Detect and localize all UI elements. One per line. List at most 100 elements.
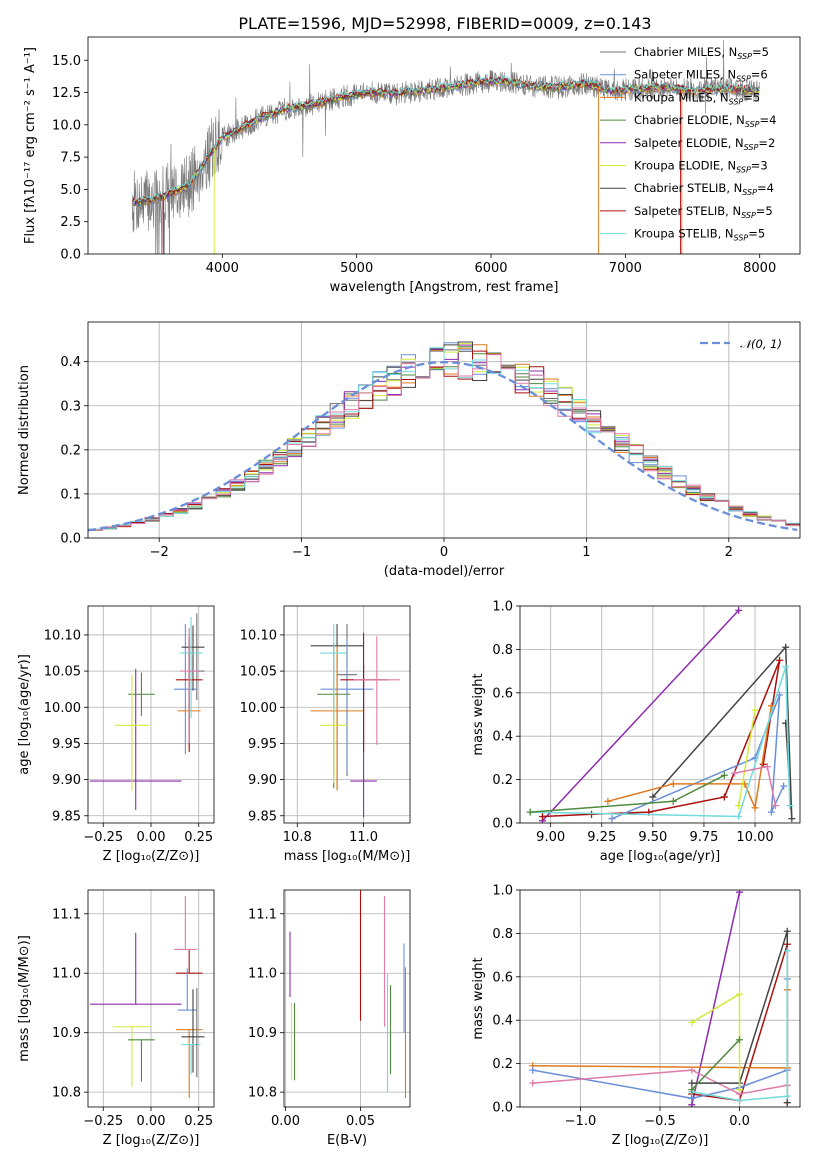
- legend-label: Salpeter MILES, NSSP=6: [634, 68, 768, 84]
- y-tick-label: 0.6: [492, 970, 513, 985]
- series-marker: [688, 1079, 696, 1087]
- series-marker: [604, 797, 612, 805]
- data-point: [89, 668, 182, 810]
- series-marker: [783, 927, 791, 935]
- x-tick-label: −0.25: [83, 830, 123, 845]
- data-point: [114, 674, 150, 791]
- axes-frame: [87, 321, 801, 539]
- series-path: [542, 660, 781, 818]
- series-marker: [526, 808, 534, 816]
- x-tick-label: 5000: [340, 261, 373, 276]
- y-tick-label: 0.0: [492, 817, 513, 832]
- y-axis-label: age [log₁₀(age/yr)]: [17, 654, 32, 775]
- y-tick-label: 10.00: [44, 701, 81, 716]
- y-tick-label: 0.4: [60, 355, 81, 370]
- series-path: [691, 1039, 741, 1091]
- series-line: [688, 990, 744, 1094]
- series-marker: [538, 812, 546, 820]
- y-tick-label: 0.8: [492, 643, 513, 658]
- model-spectrum-line: [132, 74, 760, 204]
- x-tick-label: 9.50: [638, 830, 667, 845]
- series-marker: [688, 1086, 696, 1094]
- series-marker: [735, 606, 743, 614]
- data-point: [181, 1044, 201, 1075]
- axes-frame: [283, 605, 411, 824]
- series-marker: [688, 1018, 696, 1026]
- x-tick-label: 8000: [743, 261, 776, 276]
- legend-label: Chabrier ELODIE, NSSP=4: [634, 113, 776, 129]
- y-tick-label: 0.1: [60, 487, 81, 502]
- y-tick-label: 0.8: [492, 927, 513, 942]
- legend-label: Chabrier STELIB, NSSP=4: [634, 181, 774, 197]
- x-tick-label: 9.25: [587, 830, 616, 845]
- residual-histogram: [88, 354, 800, 532]
- series-marker: [736, 890, 744, 896]
- series-marker: [669, 797, 677, 805]
- model-spectrum-line: [131, 76, 760, 206]
- y-axis-label: Normed distribution: [17, 365, 32, 495]
- y-tick-label: 10.9: [248, 1026, 277, 1041]
- axes-frame: [87, 605, 215, 824]
- y-tick-label: 10.8: [52, 1086, 81, 1101]
- legend-label: Kroupa ELODIE, NSSP=3: [634, 159, 768, 175]
- data-point: [128, 1039, 155, 1082]
- y-tick-label: 1.0: [492, 600, 513, 615]
- panel-spectrum: 4000 5000 6000 7000 8000 0.0 2.5 5.0 7.5 10.0 12.5…: [23, 36, 801, 295]
- data-point: [179, 616, 203, 719]
- series-marker: [782, 643, 790, 651]
- series-marker: [688, 1101, 696, 1107]
- figure-title: PLATE=1596, MJD=52998, FIBERID=0009, z=0…: [238, 14, 651, 33]
- data-point: [175, 949, 203, 974]
- x-axis-label: Z [log₁₀(Z/Z⊙)]: [103, 1133, 200, 1148]
- series-line: [688, 1036, 744, 1094]
- residual-histogram: [88, 347, 800, 532]
- y-tick-label: 2.5: [60, 215, 81, 230]
- y-tick-label: 10.8: [248, 1086, 277, 1101]
- x-tick-label: −0.5: [644, 1114, 676, 1129]
- series-marker: [608, 815, 616, 823]
- x-tick-label: −2: [150, 545, 169, 560]
- plot-area: [88, 322, 800, 538]
- series-marker: [735, 802, 743, 810]
- x-tick-label: 10.8: [283, 830, 312, 845]
- legend-label: Kroupa STELIB, NSSP=5: [634, 227, 765, 243]
- plot-area: [88, 890, 214, 1107]
- x-tick-label: 1: [582, 545, 590, 560]
- series-marker: [669, 780, 677, 788]
- series-marker: [763, 763, 771, 771]
- series-path: [691, 892, 741, 1105]
- series-path: [737, 710, 756, 806]
- y-tick-label: 0.2: [60, 443, 81, 458]
- y-tick-label: 0.4: [492, 730, 513, 745]
- series-marker: [688, 1066, 696, 1074]
- y-tick-label: 7.5: [60, 151, 81, 166]
- series-path: [532, 1069, 788, 1095]
- y-tick-label: 11.1: [52, 907, 81, 922]
- y-tick-label: 1.0: [492, 884, 513, 899]
- x-tick-label: 0.00: [137, 1114, 166, 1129]
- panel-mass-vs-ebv: 0.00 0.05 10.8 10.9 11.0 11.1 E(B-V): [248, 889, 411, 1148]
- y-tick-label: 10.10: [44, 628, 81, 643]
- x-tick-label: 10.00: [736, 830, 773, 845]
- series-line: [526, 663, 794, 820]
- y-axis-label: mass weight: [471, 957, 486, 1039]
- plot-area: [284, 890, 410, 1107]
- series-marker: [783, 947, 791, 955]
- series-marker: [736, 1096, 744, 1104]
- plot-area: [88, 606, 214, 823]
- series-path: [530, 774, 725, 813]
- y-tick-label: 0.0: [60, 248, 81, 263]
- axes-frame: [87, 889, 215, 1108]
- axes-frame: [87, 36, 801, 255]
- y-tick-label: 9.85: [52, 809, 81, 824]
- legend-label: Salpeter STELIB, NSSP=5: [634, 204, 773, 220]
- axes-frame: [519, 605, 801, 824]
- data-point: [320, 638, 374, 773]
- plot-area: [520, 890, 800, 1107]
- y-axis-label: mass [log₁₀(M/M⊙)]: [17, 935, 32, 1062]
- y-tick-label: 15.0: [52, 54, 81, 69]
- data-point: [310, 645, 364, 791]
- series-marker: [736, 1086, 744, 1094]
- y-tick-label: 11.0: [52, 967, 81, 982]
